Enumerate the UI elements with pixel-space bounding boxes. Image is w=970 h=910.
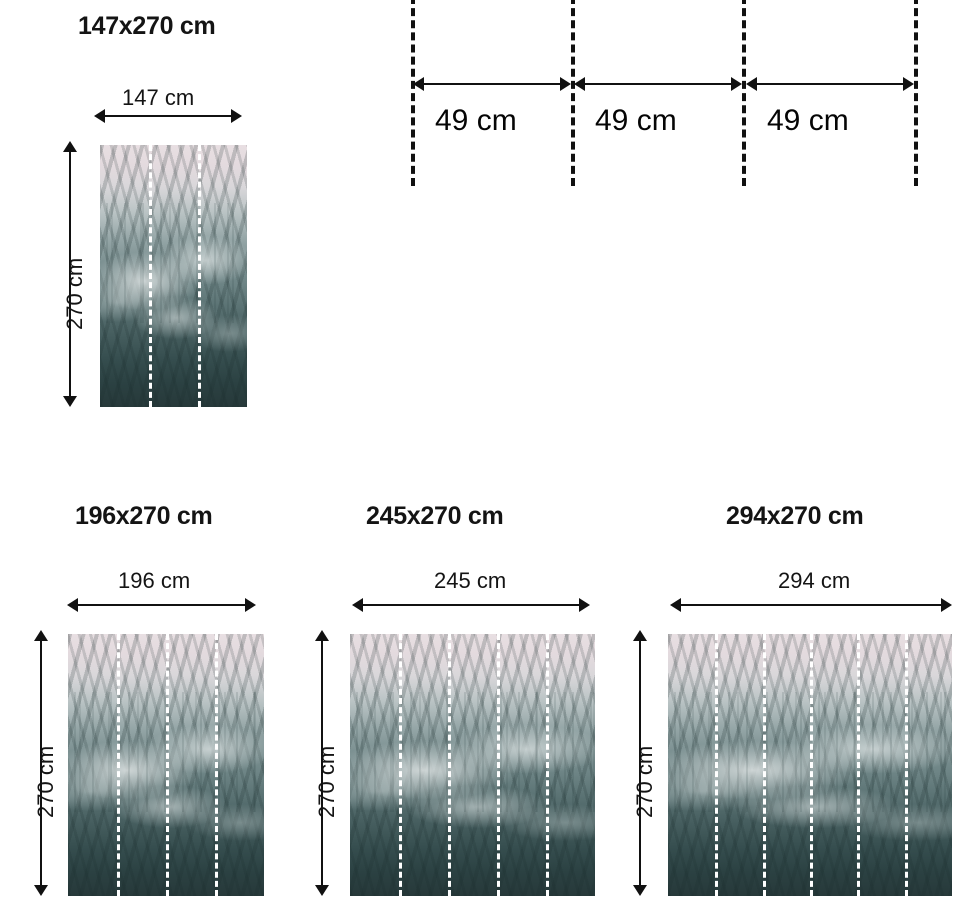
arrow-head-right-icon xyxy=(941,598,952,612)
arrow-shaft xyxy=(420,83,564,85)
arrow-head-right-icon xyxy=(903,77,914,91)
arrow-shaft xyxy=(40,637,42,889)
arrow-shaft xyxy=(359,604,583,606)
strip-divider xyxy=(763,634,766,896)
strip-divider xyxy=(546,634,549,896)
height-arrow-245 xyxy=(313,630,331,896)
arrow-head-bottom-icon xyxy=(633,885,647,896)
strip-divider xyxy=(198,145,201,407)
arrow-head-left-icon xyxy=(352,598,363,612)
wallpaper-preview-147 xyxy=(100,145,247,407)
strip-guide-line-2 xyxy=(571,0,575,186)
strip-divider xyxy=(857,634,860,896)
strip-guide-line-1 xyxy=(411,0,415,186)
width-label-294: 294 cm xyxy=(778,568,851,593)
arrow-shaft xyxy=(69,148,71,400)
arrow-shaft xyxy=(639,637,641,889)
strip-divider xyxy=(399,634,402,896)
segment-label-1: 49 cm xyxy=(435,104,517,137)
width-arrow-147 xyxy=(94,107,242,125)
width-arrow-245 xyxy=(352,596,590,614)
height-arrow-196 xyxy=(32,630,50,896)
arrow-head-left-icon xyxy=(413,77,424,91)
wallpaper-preview-245 xyxy=(350,634,595,896)
arrow-shaft xyxy=(101,115,235,117)
arrow-head-top-icon xyxy=(34,630,48,641)
strip-divider xyxy=(117,634,120,896)
height-arrow-294 xyxy=(631,630,649,896)
arrow-head-right-icon xyxy=(245,598,256,612)
arrow-head-top-icon xyxy=(315,630,329,641)
wallpaper-preview-294 xyxy=(668,634,952,896)
arrow-head-top-icon xyxy=(633,630,647,641)
arrow-head-left-icon xyxy=(67,598,78,612)
arrow-head-bottom-icon xyxy=(63,396,77,407)
arrow-head-right-icon xyxy=(560,77,571,91)
width-arrow-294 xyxy=(670,596,952,614)
strip-guide-line-3 xyxy=(742,0,746,186)
segment-label-3: 49 cm xyxy=(767,104,849,137)
arrow-head-left-icon xyxy=(670,598,681,612)
height-arrow-147 xyxy=(61,141,79,407)
arrow-head-bottom-icon xyxy=(315,885,329,896)
panel-title-294: 294x270 cm xyxy=(726,502,864,530)
arrow-head-right-icon xyxy=(731,77,742,91)
arrow-head-left-icon xyxy=(94,109,105,123)
arrow-shaft xyxy=(74,604,249,606)
strip-divider xyxy=(810,634,813,896)
width-arrow-196 xyxy=(67,596,256,614)
strip-guide-line-4 xyxy=(914,0,918,186)
width-label-147: 147 cm xyxy=(122,85,195,110)
width-label-196: 196 cm xyxy=(118,568,191,593)
strip-divider xyxy=(448,634,451,896)
panel-title-245: 245x270 cm xyxy=(366,502,504,530)
arrow-shaft xyxy=(581,83,735,85)
panel-title-147: 147x270 cm xyxy=(78,12,216,40)
arrow-head-right-icon xyxy=(579,598,590,612)
segment-label-2: 49 cm xyxy=(595,104,677,137)
strip-divider xyxy=(715,634,718,896)
arrow-shaft xyxy=(753,83,907,85)
segment-arrow-1 xyxy=(413,75,571,93)
arrow-shaft xyxy=(321,637,323,889)
strip-divider xyxy=(149,145,152,407)
segment-arrow-2 xyxy=(574,75,742,93)
segment-arrow-3 xyxy=(746,75,914,93)
arrow-head-right-icon xyxy=(231,109,242,123)
strip-divider xyxy=(497,634,500,896)
arrow-head-bottom-icon xyxy=(34,885,48,896)
arrow-shaft xyxy=(677,604,945,606)
wallpaper-preview-196 xyxy=(68,634,264,896)
width-label-245: 245 cm xyxy=(434,568,507,593)
arrow-head-left-icon xyxy=(574,77,585,91)
strip-divider xyxy=(905,634,908,896)
arrow-head-left-icon xyxy=(746,77,757,91)
strip-divider xyxy=(215,634,218,896)
arrow-head-top-icon xyxy=(63,141,77,152)
panel-title-196: 196x270 cm xyxy=(75,502,213,530)
strip-divider xyxy=(166,634,169,896)
